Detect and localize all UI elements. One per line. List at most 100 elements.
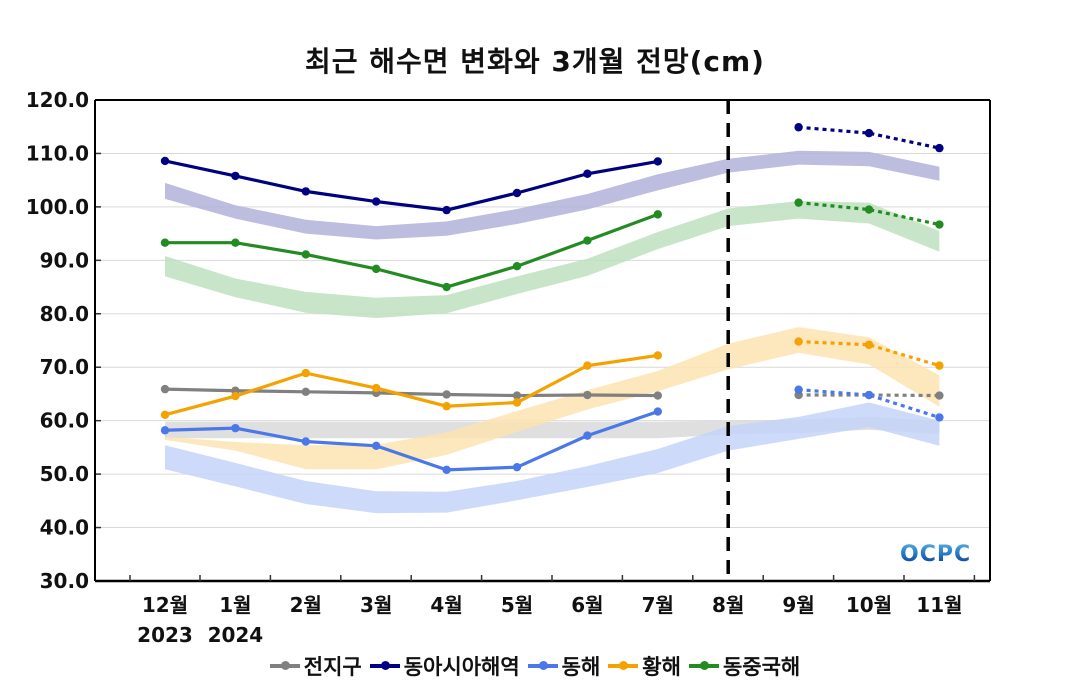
point-황해 (301, 368, 310, 378)
forecast-point-동해 (794, 385, 803, 394)
y-tick-label: 50.0 (40, 462, 89, 486)
legend-label: 동아시아해역 (403, 655, 520, 679)
point-동중국해 (442, 282, 451, 292)
point-동중국해 (583, 236, 592, 245)
forecast-point-전지구 (935, 391, 944, 400)
point-전지구 (442, 390, 451, 399)
y-tick-label: 30.0 (40, 569, 89, 593)
point-황해 (512, 398, 522, 407)
x-tick-label: 12월 (142, 593, 188, 617)
y-tick-label: 70.0 (40, 355, 89, 379)
forecast-point-동아시아해역 (935, 143, 944, 153)
point-전지구 (583, 390, 592, 400)
point-황해 (442, 402, 451, 411)
forecast-point-황해 (794, 337, 803, 346)
ocpc-logo: OCPC (900, 542, 972, 567)
forecast-point-황해 (935, 361, 944, 370)
line-동중국해 (165, 212, 659, 289)
x-axis-ticks: 12월 1월 2월 3월 4월 5월 6월 7월 8월 9월 10월 11월 2023 2024 (137, 593, 962, 647)
point-전지구 (653, 391, 662, 400)
legend-swatch (608, 661, 639, 670)
x-year-label: 2023 (137, 623, 193, 647)
point-동아시아해역 (372, 197, 381, 206)
forecast-point-동아시아해역 (864, 128, 874, 138)
legend-label: 황해 (642, 655, 681, 679)
forecast-point-동중국해 (864, 205, 874, 214)
x-year-label: 2024 (208, 623, 264, 647)
forecast-point-황해 (864, 340, 874, 349)
y-tick-label: 40.0 (40, 516, 89, 540)
point-전지구 (301, 387, 310, 397)
y-tick-label: 80.0 (40, 302, 89, 326)
point-동아시아해역 (583, 169, 592, 178)
legend-item: 황해 (608, 651, 681, 681)
point-동중국해 (372, 264, 381, 274)
band-동중국해 (165, 201, 940, 319)
y-tick-label: 100.0 (26, 195, 89, 219)
legend-item: 전지구 (269, 651, 362, 681)
x-tick-label: 9월 (782, 593, 814, 617)
x-tick-label: 5월 (501, 593, 533, 617)
series-lines (160, 123, 944, 475)
legend-swatch (269, 661, 300, 670)
forecast-point-동해 (935, 413, 944, 422)
x-tick-label: 8월 (712, 593, 744, 617)
point-전지구 (512, 391, 522, 400)
point-황해 (231, 391, 240, 401)
point-황해 (583, 361, 592, 370)
x-tick-label: 11월 (916, 593, 962, 617)
forecast-point-동중국해 (794, 198, 803, 207)
legend-item: 동해 (527, 651, 601, 681)
point-동아시아해역 (442, 205, 451, 215)
point-동아시아해역 (301, 187, 310, 196)
point-동아시아해역 (512, 188, 522, 198)
x-tick-label: 1월 (219, 593, 251, 617)
point-동해 (301, 437, 310, 446)
point-동해 (583, 431, 592, 440)
chart-title: 최근 해수면 변화와 3개월 전망(cm) (305, 45, 765, 78)
y-tick-label: 110.0 (26, 141, 89, 165)
point-동중국해 (653, 210, 662, 219)
y-tick-label: 120.0 (26, 88, 89, 112)
point-동중국해 (512, 262, 522, 271)
point-동해 (372, 441, 381, 450)
y-tick-label: 60.0 (40, 409, 89, 433)
y-axis-ticks: 30.0 40.0 50.0 60.0 70.0 80.0 90.0 100.0 110.0 12… (26, 88, 89, 593)
point-동아시아해역 (653, 157, 662, 166)
x-tick-label: 10월 (846, 593, 892, 617)
forecast-point-동중국해 (935, 220, 944, 229)
legend-label: 동해 (561, 655, 601, 679)
legend-label: 전지구 (303, 655, 362, 679)
forecast-bands (165, 150, 940, 514)
x-tick-label: 3월 (360, 593, 392, 617)
point-동아시아해역 (231, 171, 240, 181)
band-황해 (165, 327, 940, 470)
x-tick-label: 4월 (430, 593, 462, 617)
line-황해 (164, 353, 659, 417)
forecast-point-동아시아해역 (794, 123, 803, 132)
point-동해 (442, 465, 451, 475)
point-동해 (653, 407, 662, 416)
point-황해 (372, 383, 381, 393)
forecast-point-동해 (864, 390, 874, 400)
legend-item: 동중국해 (688, 651, 801, 681)
axes (94, 99, 991, 583)
point-동해 (512, 462, 522, 472)
y-tick-label: 90.0 (40, 248, 89, 272)
x-tick-label: 7월 (642, 593, 674, 617)
band-동아시아해역 (165, 150, 940, 240)
point-전지구 (160, 384, 170, 394)
x-tick-label: 6월 (571, 593, 603, 617)
point-황해 (653, 351, 662, 360)
legend-label: 동중국해 (722, 655, 801, 679)
point-동중국해 (301, 250, 310, 259)
legend-item: 동아시아해역 (369, 651, 520, 681)
x-tick-label: 2월 (290, 593, 322, 617)
legend-swatch (369, 661, 400, 670)
point-동해 (231, 423, 240, 433)
line-동해 (164, 410, 659, 472)
legend-swatch (527, 661, 558, 670)
point-황해 (160, 410, 170, 419)
point-동해 (160, 426, 170, 435)
